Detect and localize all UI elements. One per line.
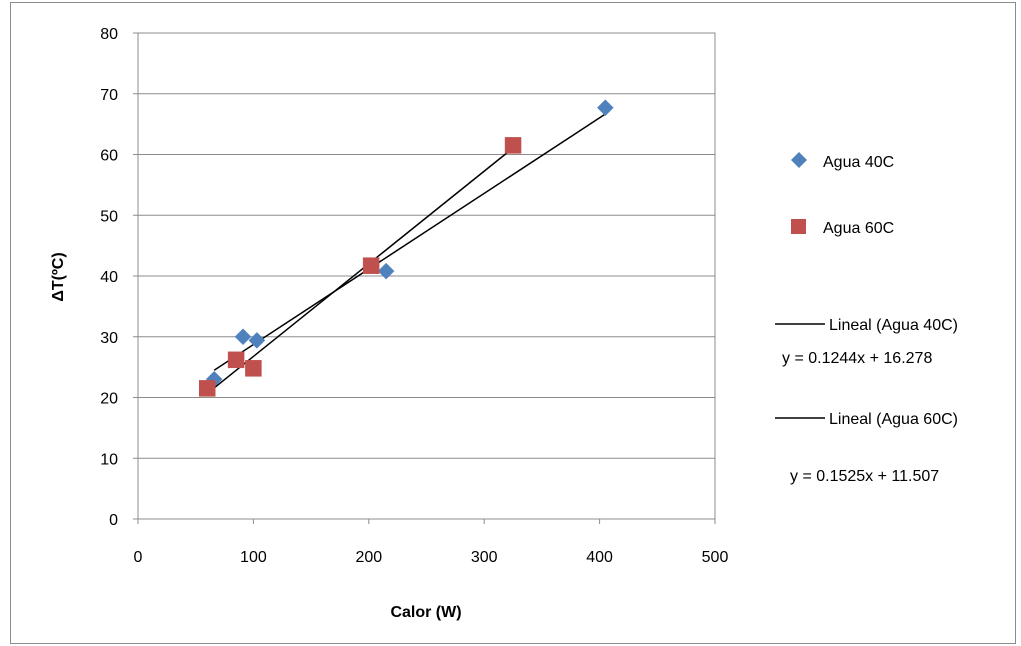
data-point-agua-40c bbox=[248, 332, 266, 349]
data-point-agua-40c bbox=[234, 328, 252, 346]
legend-label-trend-60c: Lineal (Agua 60C) bbox=[829, 411, 958, 428]
legend-marker-square bbox=[791, 219, 806, 234]
y-tick-label: 20 bbox=[100, 391, 118, 408]
y-tick-label: 40 bbox=[100, 269, 118, 286]
data-points bbox=[198, 99, 614, 397]
legend-marker-diamond bbox=[791, 152, 807, 168]
y-axis: 0 10 20 30 40 50 60 70 80 bbox=[100, 26, 138, 529]
x-tick-label: 400 bbox=[586, 549, 613, 566]
data-point-agua-40c bbox=[377, 262, 395, 280]
data-point-agua-60c bbox=[362, 257, 380, 274]
x-tick-label: 500 bbox=[702, 549, 729, 566]
legend-item-trend-40c: Lineal (Agua 40C) y = 0.1244x + 16.278 bbox=[775, 317, 958, 367]
trendline-agua-40c bbox=[213, 113, 606, 371]
data-point-agua-60c bbox=[198, 380, 216, 397]
x-tick-label: 300 bbox=[471, 549, 498, 566]
data-point-agua-40c bbox=[597, 99, 614, 117]
x-axis: 0 100 200 300 400 500 bbox=[134, 519, 729, 566]
y-tick-label: 10 bbox=[100, 451, 118, 468]
data-point-agua-60c bbox=[504, 137, 522, 154]
x-tick-label: 200 bbox=[355, 549, 382, 566]
data-point-agua-60c bbox=[245, 360, 262, 377]
trendlines bbox=[206, 113, 606, 395]
chart-frame bbox=[10, 2, 1016, 644]
data-point-agua-60c bbox=[227, 351, 245, 369]
y-tick-label: 30 bbox=[100, 330, 118, 347]
y-axis-title: ΔT(ºC) bbox=[50, 252, 67, 301]
trend-equation-40c: y = 0.1244x + 16.278 bbox=[782, 350, 932, 367]
trend-equation-60c: y = 0.1525x + 11.507 bbox=[790, 468, 939, 485]
gridlines bbox=[138, 32, 715, 520]
y-tick-label: 0 bbox=[109, 512, 118, 529]
y-tick-label: 50 bbox=[100, 208, 118, 225]
y-tick-label: 80 bbox=[100, 26, 118, 43]
legend-label-agua-40c: Agua 40C bbox=[823, 154, 894, 171]
x-axis-title: Calor (W) bbox=[390, 604, 461, 621]
legend: Agua 40C Agua 60C Lineal (Agua 40C) y = … bbox=[775, 152, 958, 485]
legend-item-trend-60c: Lineal (Agua 60C) y = 0.1525x + 11.507 bbox=[775, 411, 958, 485]
legend-item-agua-60c: Agua 60C bbox=[791, 219, 894, 237]
legend-label-trend-40c: Lineal (Agua 40C) bbox=[829, 317, 958, 334]
y-tick-label: 70 bbox=[100, 87, 118, 104]
y-tick-label: 60 bbox=[100, 148, 118, 165]
legend-item-agua-40c: Agua 40C bbox=[791, 152, 894, 171]
legend-label-agua-60c: Agua 60C bbox=[823, 220, 894, 237]
x-tick-label: 100 bbox=[240, 549, 267, 566]
trendline-agua-60c bbox=[206, 147, 514, 395]
x-tick-label: 0 bbox=[134, 549, 143, 566]
